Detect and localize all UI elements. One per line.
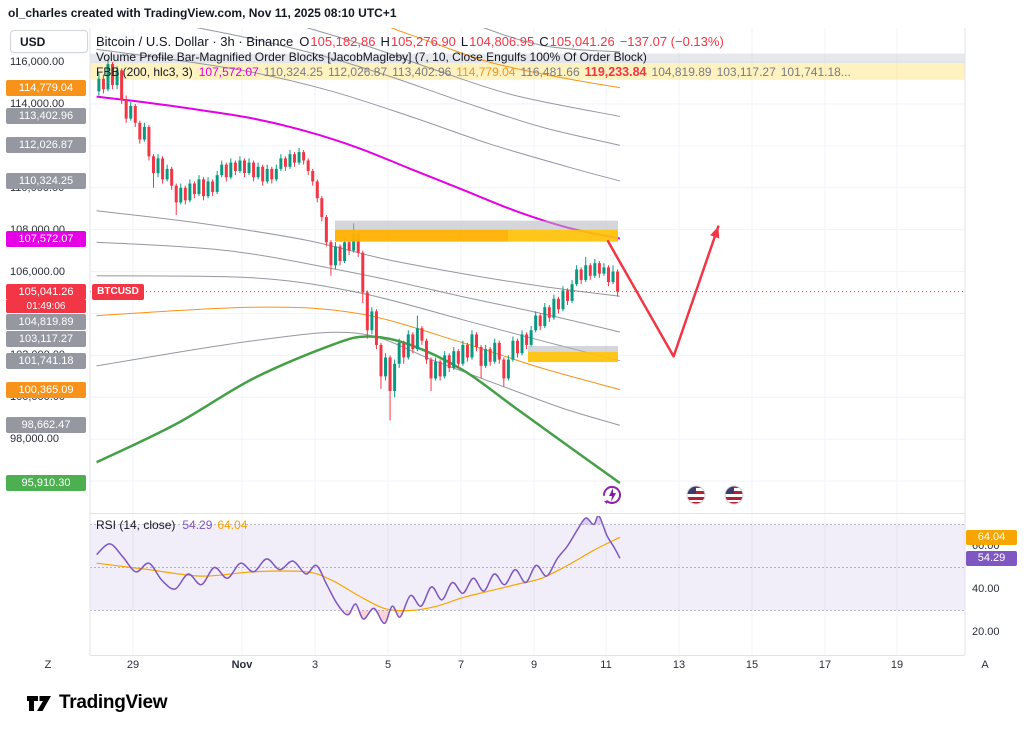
fbb-band-basis [96, 95, 621, 240]
last-price-label: 105,041.26 [6, 283, 86, 300]
order-block-low-zone-102k-gray [528, 345, 618, 353]
indicator-price-label: 98,662.47 [6, 417, 86, 434]
indicator-price-label: 112,026.87 [6, 137, 86, 154]
refresh-lightning-icon[interactable] [600, 483, 624, 507]
rsi-scale-label: 20.00 [972, 626, 1000, 638]
indicator-price-label: 114,779.04 [6, 79, 86, 96]
indicator-legend-volume-profile[interactable]: Volume Profile Bar-Magnified Order Block… [96, 50, 647, 64]
indicator-price-label: 110,324.25 [6, 172, 86, 189]
volume-profile-indicator-label: Volume Profile Bar-Magnified Order Block… [96, 50, 647, 64]
indicator-legend-fbb[interactable]: FBB (200, hlc3, 3) 107,572.07 110,324.25 1… [96, 65, 856, 79]
time-axis-label: A [981, 659, 989, 671]
trend-arrow-drawing [606, 225, 720, 358]
gridlines [90, 28, 965, 655]
time-axis-label: 15 [745, 659, 759, 671]
time-axis-label: 5 [384, 659, 392, 671]
time-axis-label: 7 [457, 659, 465, 671]
symbol-legend-row[interactable]: Bitcoin / U.S. Dollar · 3h · Binance O10… [96, 34, 729, 49]
rsi-legend-row[interactable]: RSI (14, close) 54.29 64.04 [96, 518, 252, 532]
fbb-band-lower-2 [96, 241, 621, 333]
fbb-band-lower-6-green [96, 335, 621, 485]
creator-credit: ol_charles created with TradingView.com,… [8, 6, 397, 20]
price-grid-label: 106,000.00 [10, 265, 66, 278]
rsi-line [96, 516, 621, 625]
arrow-head [710, 226, 720, 239]
indicator-price-label: 103,117.27 [6, 330, 86, 347]
rsi-scale-label: 64.04 [966, 529, 1017, 545]
order-block-upper-zone-115k-gray [90, 53, 965, 64]
indicator-price-label: 107,572.07 [6, 230, 86, 247]
currency-selector-button[interactable]: USD [10, 30, 88, 53]
fbb-band-lower-4-orange [96, 306, 621, 391]
rsi-legend-values: 54.29 64.04 [182, 518, 248, 532]
indicator-price-label: 113,402.96 [6, 108, 86, 125]
price-grid-label: 116,000.00 [10, 56, 65, 68]
fbb-band-upper-1 [96, 48, 621, 182]
time-axis-label: 17 [818, 659, 832, 671]
rsi-ma-line [96, 536, 621, 612]
fbb-values: 107,572.07 110,324.25 112,026.87 113,402.96… [198, 65, 851, 79]
time-axis-label: Z [44, 659, 52, 671]
tradingview-logo-text: TradingView [59, 692, 168, 713]
rsi-indicator-label: RSI (14, close) [96, 518, 176, 532]
rsi-scale-label: 54.29 [966, 550, 1017, 566]
fbb-band-lower-5 [96, 331, 621, 426]
rsi-pane[interactable] [90, 516, 965, 625]
symbol-price-tag: BTCUSD [92, 283, 144, 300]
us-flag-icon[interactable] [686, 485, 706, 505]
fbb-band-upper-2 [195, 28, 621, 146]
time-axis-label: 3 [311, 659, 319, 671]
indicator-price-label: 104,819.89 [6, 313, 86, 330]
indicator-price-label: 101,741.18 [6, 352, 86, 369]
tradingview-logo-icon [27, 696, 51, 711]
fbb-band-upper-5 [482, 28, 620, 53]
bar-countdown-label: 01:49:06 [6, 299, 86, 313]
time-axis-label: Nov [231, 659, 253, 671]
ohlc-values: O105,182,86 H105,276.90 L104,806.95 C105,04… [299, 34, 724, 49]
symbol-title: Bitcoin / U.S. Dollar · 3h · Binance [96, 34, 294, 49]
time-axis-label: 29 [126, 659, 140, 671]
indicator-price-label: 100,365.09 [6, 381, 86, 398]
order-block-mid-zone-108k [335, 229, 618, 242]
time-axis-label: 19 [890, 659, 904, 671]
order-block-low-zone-102k [528, 352, 618, 363]
fbb-band-upper-4-orange [390, 28, 620, 89]
tradingview-logo[interactable]: TradingView [26, 691, 168, 715]
indicator-price-label: 95,910.30 [6, 474, 86, 491]
rsi-scale-label: 40.00 [972, 583, 1000, 595]
time-axis-label: 9 [530, 659, 538, 671]
price-pane[interactable] [90, 0, 965, 485]
fbb-band-lower-3 [96, 275, 621, 362]
time-axis-label: 13 [672, 659, 686, 671]
us-flag-icon[interactable] [724, 485, 744, 505]
fbb-band-upper-3 [305, 28, 620, 117]
price-grid-label: 98,000.00 [10, 433, 59, 446]
change-value: −137.07 (−0.13%) [619, 34, 724, 49]
time-axis-label: 11 [600, 659, 612, 671]
price-grid-label: 114,000.00 [10, 97, 65, 110]
fbb-band-lower-1 [96, 210, 620, 297]
fbb-indicator-label: FBB (200, hlc3, 3) [96, 65, 193, 79]
candles [97, 58, 620, 421]
order-block-mid-zone-108k-gray [335, 220, 618, 231]
